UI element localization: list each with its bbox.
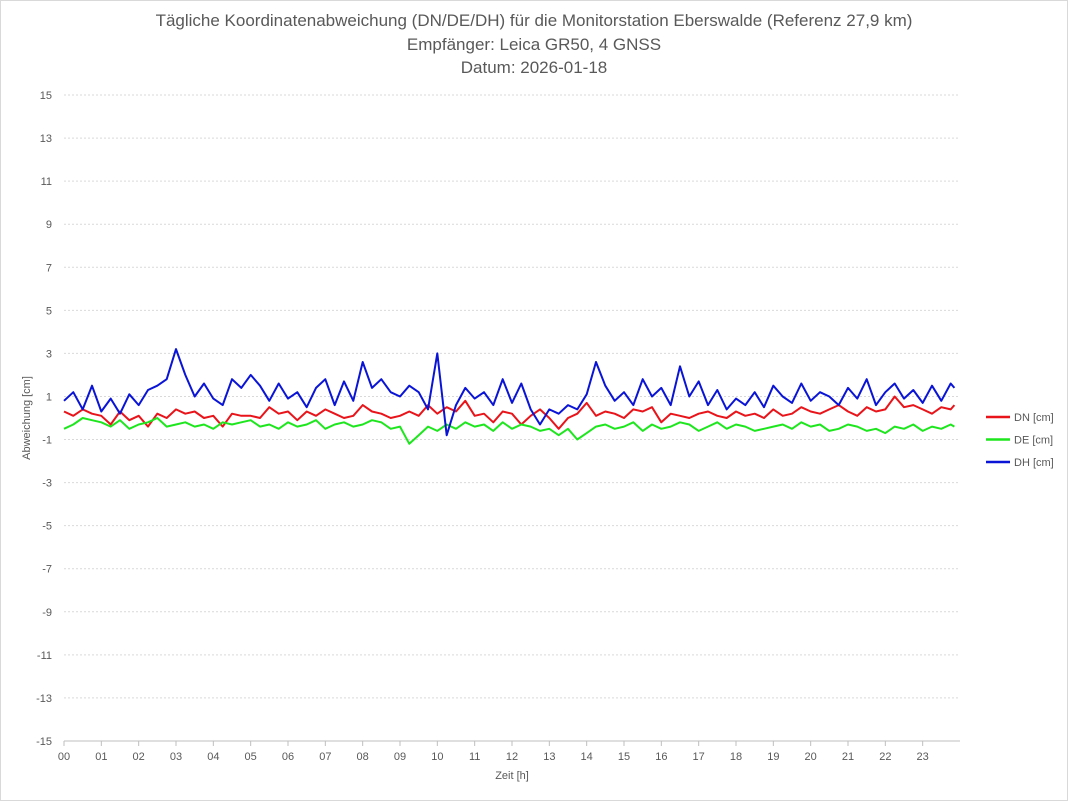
y-axis-title: Abweichung [cm]	[21, 376, 33, 460]
y-tick-label: -13	[36, 693, 52, 705]
x-tick-label: 12	[506, 751, 518, 763]
x-tick-label: 08	[357, 751, 369, 763]
gridlines	[64, 94, 960, 742]
chart-subtitle: Empfänger: Leica GR50, 4 GNSS	[406, 35, 662, 54]
x-tick-label: 01	[95, 751, 107, 763]
y-tick-label: 1	[46, 391, 52, 403]
x-tick-label: 20	[805, 751, 817, 763]
x-tick-label: 22	[879, 751, 891, 763]
legend-label-de: DE [cm]	[1014, 435, 1053, 447]
x-tick-label: 06	[282, 751, 294, 763]
x-tick-label: 02	[133, 751, 145, 763]
y-tick-label: 15	[40, 90, 52, 102]
legend: DN [cm] DE [cm] DH [cm]	[986, 412, 1054, 469]
x-axis-title: Zeit [h]	[495, 770, 529, 782]
x-tick-label: 13	[543, 751, 555, 763]
x-tick-label: 17	[693, 751, 705, 763]
y-tick-label: -7	[42, 564, 52, 576]
y-tick-label: -15	[36, 736, 52, 748]
series-line-dn	[63, 395, 956, 430]
legend-label-dn: DN [cm]	[1014, 412, 1054, 424]
x-tick-label: 10	[431, 751, 443, 763]
chart-date: Datum: 2026-01-18	[460, 58, 608, 77]
x-tick-label: 05	[245, 751, 257, 763]
x-tick-label: 09	[394, 751, 406, 763]
x-tick-label: 18	[730, 751, 742, 763]
y-tick-label: 3	[46, 348, 52, 360]
x-axis-ticks: 00 01 02 03 04 05 06 07 08 09 10 11 12 13 14 15 16 17 18 19…	[58, 741, 929, 763]
y-axis-ticks: 15 13 11 9 7 5 3 1 -1 -3 -5 -7 -9 -11 -13 -15	[36, 90, 52, 748]
series-line-de	[63, 417, 955, 445]
x-tick-label: 14	[581, 751, 593, 763]
series-line-dh	[63, 348, 956, 437]
x-tick-label: 23	[917, 751, 929, 763]
series-lines	[63, 348, 956, 445]
x-tick-label: 15	[618, 751, 630, 763]
y-tick-label: 7	[46, 262, 52, 274]
y-tick-label: -9	[42, 607, 52, 619]
x-tick-label: 04	[207, 751, 219, 763]
y-tick-label: 13	[40, 133, 52, 145]
x-tick-label: 07	[319, 751, 331, 763]
y-tick-label: 11	[41, 176, 52, 188]
y-tick-label: 5	[46, 305, 52, 317]
y-tick-label: -1	[42, 435, 52, 447]
x-tick-label: 00	[58, 751, 70, 763]
x-tick-label: 19	[767, 751, 779, 763]
legend-label-dh: DH [cm]	[1014, 457, 1054, 469]
y-tick-label: 9	[46, 219, 52, 231]
y-tick-label: -3	[42, 478, 52, 490]
x-tick-label: 03	[170, 751, 182, 763]
x-tick-label: 16	[655, 751, 667, 763]
y-tick-label: -11	[37, 650, 52, 662]
x-tick-label: 21	[842, 751, 854, 763]
x-tick-label: 11	[469, 751, 480, 763]
chart-title: Tägliche Koordinatenabweichung (DN/DE/DH…	[155, 11, 913, 30]
y-tick-label: -5	[42, 521, 52, 533]
